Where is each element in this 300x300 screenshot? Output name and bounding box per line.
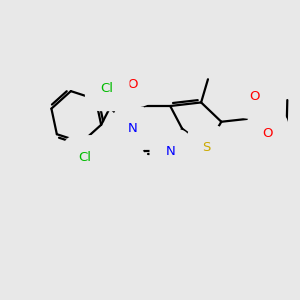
Text: O: O	[249, 90, 260, 103]
Text: Cl: Cl	[78, 151, 92, 164]
Text: O: O	[128, 78, 138, 91]
Text: Cl: Cl	[101, 82, 114, 95]
Text: S: S	[202, 140, 211, 154]
Text: O: O	[262, 127, 273, 140]
Text: N: N	[165, 145, 175, 158]
Text: N: N	[128, 122, 138, 135]
